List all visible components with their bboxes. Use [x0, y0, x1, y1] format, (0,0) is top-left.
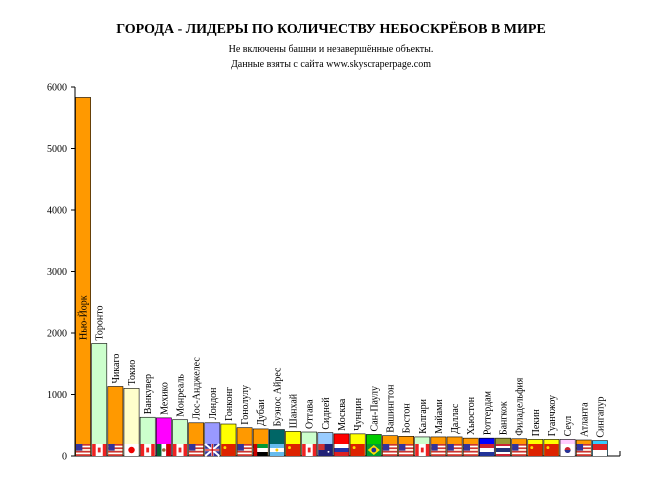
y-tick-label: 5000 [47, 144, 67, 155]
category-label: Оттава [305, 399, 316, 429]
category-label: Хьюстон [466, 396, 477, 435]
y-tick-label: 3000 [47, 267, 67, 278]
flag-usa-icon [382, 444, 398, 456]
flag-canada-icon [92, 444, 107, 456]
category-label: Лос-Анджелес [192, 357, 203, 420]
flag-usa-icon [108, 444, 123, 456]
y-tick-label: 6000 [47, 83, 67, 94]
category-label: Гуанчжоу [547, 395, 558, 436]
category-label: Шанхай [289, 393, 300, 428]
bar [75, 97, 91, 457]
y-tick-label: 1000 [47, 390, 67, 401]
category-label: Майами [434, 398, 445, 433]
category-label: Лондон [208, 387, 219, 420]
plot-area: 0 1000 2000 3000 4000 5000 6000 Нью-Йорк Торонто… [47, 83, 621, 463]
flag-china-icon [528, 444, 543, 456]
category-label: Вашингтон [385, 384, 396, 433]
category-label: Монреаль [175, 374, 186, 417]
flag-korea-icon [560, 444, 575, 456]
category-label: Филадельфия [515, 377, 526, 436]
category-label: Нью-Йорк [78, 295, 90, 340]
flag-canada-icon [415, 444, 430, 456]
category-label: Буэнос Айрес [272, 367, 283, 427]
flag-singapore-icon [592, 444, 607, 456]
category-label: Токио [127, 360, 138, 386]
category-label: Чикаго [111, 354, 122, 384]
flag-china-icon [285, 444, 301, 456]
chart-title: ГОРОДА - ЛИДЕРЫ ПО КОЛИЧЕСТВУ НЕБОСКРЁБО… [116, 22, 546, 37]
flag-usa-icon [237, 444, 252, 456]
flag-russia-icon [334, 444, 349, 456]
category-label: Сингапур [595, 396, 606, 437]
flag-usa-icon [189, 444, 204, 456]
flag-thailand-icon [495, 444, 511, 456]
flag-uae-icon [253, 444, 268, 456]
category-label: Москва [337, 398, 348, 431]
flag-usa-icon [76, 444, 91, 456]
category-label: Мехико [159, 382, 170, 415]
flag-canada-icon [172, 444, 188, 456]
y-tick-label: 2000 [47, 329, 67, 340]
flag-canada-icon [302, 444, 317, 456]
flag-usa-icon [447, 444, 462, 456]
category-label: Атланта [579, 402, 590, 437]
category-label: Сеул [563, 416, 574, 437]
flag-canada-icon [140, 444, 155, 456]
category-label: Гонконг [224, 387, 235, 421]
bar [91, 343, 108, 457]
flag-usa-icon [399, 444, 414, 456]
flag-japan-icon [124, 444, 139, 456]
chart-subtitle-2: Данные взяты с сайта www.skyscraperpage.… [230, 59, 432, 70]
category-label: Бангкок [499, 401, 510, 435]
flag-australia-icon [318, 444, 333, 456]
y-tick-label: 0 [62, 452, 67, 463]
flag-argentina-icon [269, 444, 284, 456]
flag-brazil-icon [366, 444, 381, 456]
flag-usa-icon [512, 444, 527, 456]
flag-usa-icon [431, 444, 446, 456]
category-label: Дубаи [256, 399, 267, 426]
category-label: Гонолулу [240, 385, 251, 425]
category-label: Сидней [321, 397, 332, 430]
flag-usa-icon [463, 444, 478, 456]
flag-uk-icon [204, 443, 221, 457]
y-tick-label: 4000 [47, 206, 67, 217]
flag-china-icon [544, 444, 559, 456]
category-label: Даллас [450, 403, 461, 434]
chart-subtitle-1: Не включены башни и незавершённые объект… [228, 44, 434, 55]
flag-netherlands-icon [479, 444, 494, 456]
category-label: Калгари [418, 398, 429, 434]
flag-usa-icon [576, 444, 591, 456]
category-label: Бостон [402, 403, 413, 434]
flag-china-icon [350, 444, 365, 456]
category-label: Ванкувер [143, 374, 154, 414]
category-label: Чунцин [353, 397, 364, 431]
flag-mexico-icon [156, 444, 171, 456]
category-label: Пекин [531, 409, 542, 437]
category-label: Сан-Паулу [369, 386, 380, 432]
category-label: Роттердам [482, 390, 493, 435]
category-label: Торонто [95, 306, 106, 341]
flag-china-icon [221, 444, 236, 456]
